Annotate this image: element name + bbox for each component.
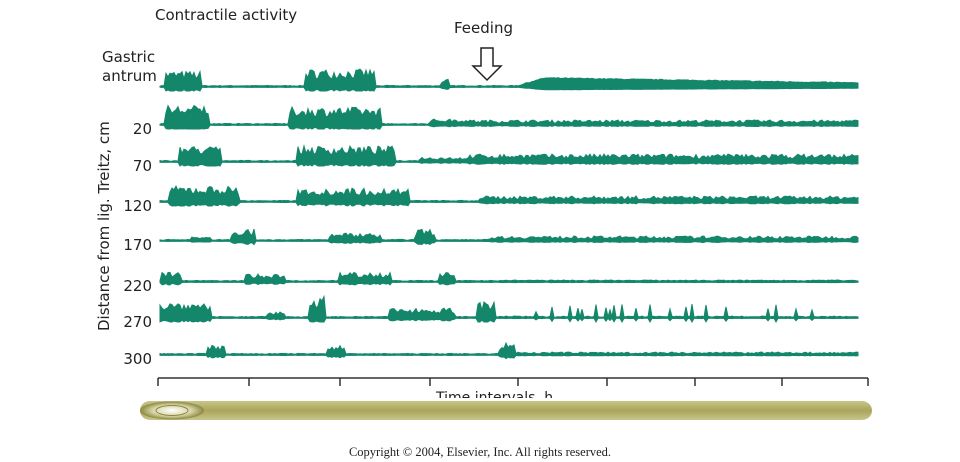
row-label: 170 <box>123 236 152 254</box>
trace <box>159 104 859 130</box>
bar-end-ring <box>155 405 189 416</box>
event-label: Feeding <box>454 19 513 37</box>
timeline-bar <box>140 401 872 420</box>
feeding-arrow <box>471 47 503 82</box>
bar-end <box>140 401 204 420</box>
copyright: Copyright © 2004, Elsevier, Inc. All rig… <box>349 445 611 459</box>
trace <box>159 271 859 286</box>
row-label: 120 <box>123 197 152 215</box>
trace <box>159 184 859 207</box>
trace <box>159 68 859 92</box>
row-label: 300 <box>123 350 152 368</box>
y-axis-label: Distance from lig. Treitz, cm <box>95 121 113 331</box>
title: Contractile activity <box>155 6 297 24</box>
trace <box>159 228 859 246</box>
trace <box>159 144 859 167</box>
row-label: 70 <box>133 157 152 175</box>
trace <box>159 341 859 360</box>
time-ticks <box>157 378 869 386</box>
row-label: Gastric <box>102 48 155 66</box>
row-label: 20 <box>133 120 152 138</box>
row-label: 220 <box>123 277 152 295</box>
row-label: 270 <box>123 313 152 331</box>
row-label: antrum <box>102 67 157 85</box>
traces <box>159 68 859 360</box>
trace <box>159 294 859 324</box>
